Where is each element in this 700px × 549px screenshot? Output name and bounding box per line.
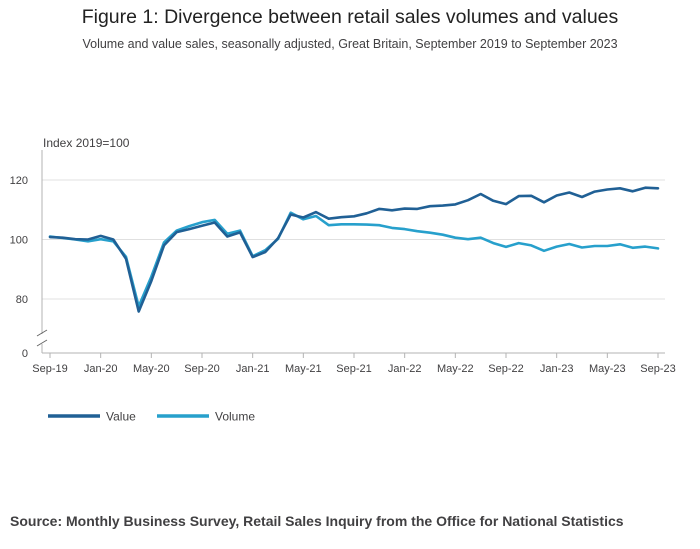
y-axis-label: Index 2019=100 — [43, 136, 130, 150]
x-tick-label: Sep-22 — [488, 363, 523, 375]
x-tick-label: Sep-21 — [336, 363, 371, 375]
chart-title: Figure 1: Divergence between retail sale… — [81, 6, 619, 28]
series-line-value — [48, 186, 660, 313]
chart-subtitle: Volume and value sales, seasonally adjus… — [82, 37, 618, 51]
x-tick-label: Jan-20 — [84, 363, 118, 375]
legend-label-volume: Volume — [215, 410, 255, 424]
x-tick-label: May-20 — [133, 363, 170, 375]
y-tick-label: 80 — [16, 294, 28, 306]
y-tick-label: 0 — [22, 348, 28, 360]
x-tick-label: Jan-23 — [540, 363, 574, 375]
x-tick-label: Sep-20 — [184, 363, 219, 375]
y-tick-label: 100 — [10, 235, 28, 247]
x-tick-label: Jan-21 — [236, 363, 270, 375]
x-tick-label: Sep-19 — [32, 363, 67, 375]
source-note: Source: Monthly Business Survey, Retail … — [10, 513, 624, 529]
gridlines — [42, 179, 665, 300]
legend: Value Volume — [48, 410, 255, 424]
x-axis: Sep-19 Jan-20 May-20 Sep-20 Jan-21 May-21 Sep-… — [32, 352, 676, 375]
x-tick-label: May-22 — [437, 363, 474, 375]
x-tick-label: May-23 — [589, 363, 626, 375]
series-lines — [48, 186, 660, 313]
series-line-volume — [48, 211, 660, 308]
legend-label-value: Value — [106, 410, 136, 424]
y-axis: Index 2019=100 0 80 100 120 — [10, 136, 130, 360]
x-tick-label: May-21 — [285, 363, 322, 375]
axis-break-mark — [36, 329, 48, 337]
axis-break-mark — [36, 339, 48, 347]
x-tick-label: Jan-22 — [388, 363, 422, 375]
y-tick-label: 120 — [10, 175, 28, 187]
x-tick-label: Sep-23 — [640, 363, 675, 375]
